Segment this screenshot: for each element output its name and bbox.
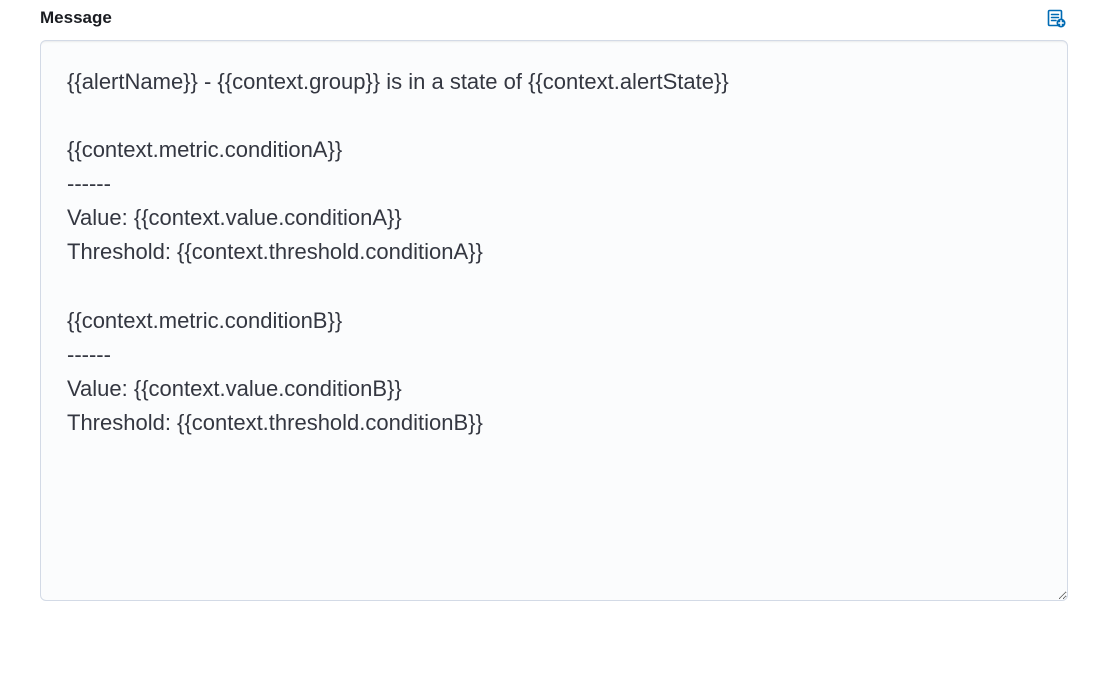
add-variable-icon[interactable]	[1044, 6, 1068, 30]
textarea-wrapper	[40, 40, 1068, 606]
message-label: Message	[40, 6, 112, 30]
message-field-container: Message	[0, 0, 1108, 646]
field-header-row: Message	[40, 6, 1068, 30]
message-textarea[interactable]	[40, 40, 1068, 601]
